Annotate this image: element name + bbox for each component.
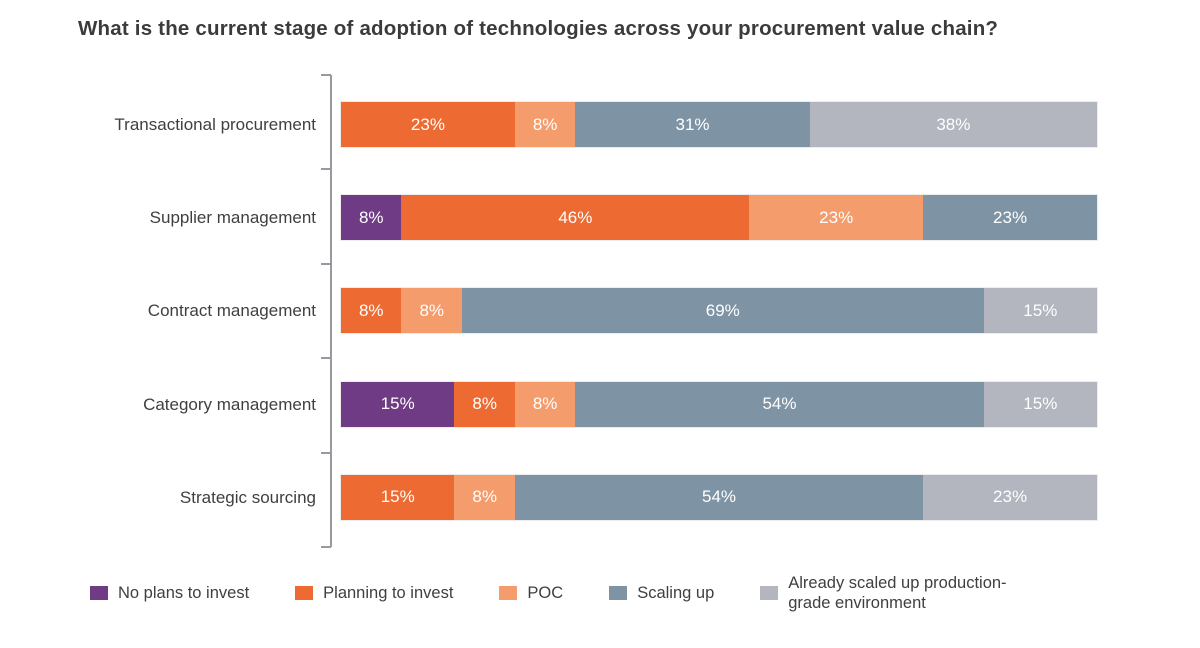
stacked-bar: 23% 8% 31% 38% [340, 101, 1098, 148]
stacked-bar: 15% 8% 54% 23% [340, 473, 1098, 521]
stacked-bar: 8% 46% 23% 23% [340, 194, 1098, 242]
bar-segment-value: 46% [558, 207, 593, 227]
stacked-bar: 15% 8% 8% 54% 15% [340, 380, 1098, 428]
axis-tick [321, 262, 331, 265]
legend-item: Scaling up [609, 583, 714, 603]
axis-tick [321, 74, 331, 76]
category-label: Strategic sourcing [179, 487, 316, 507]
bar-segment: 8% [514, 102, 576, 147]
legend-item: Planning to invest [295, 583, 453, 603]
axis-tick [321, 451, 331, 454]
legend-item: No plans to invest [90, 583, 249, 603]
legend-swatch [499, 586, 518, 600]
legend-item: POC [499, 583, 563, 603]
bar-segment: 15% [341, 381, 455, 427]
legend-swatch [90, 586, 108, 600]
bar-segment: 54% [575, 381, 984, 427]
chart-row: Supplier management 8% 46% 23% 23% [0, 194, 1200, 242]
bar-segment: 23% [749, 195, 924, 241]
bar-segment: 69% [461, 288, 984, 334]
bar-segment-value: 15% [380, 394, 415, 414]
chart-row: Strategic sourcing 15% 8% 54% 23% [0, 473, 1200, 521]
bar-segment-value: 8% [532, 394, 558, 414]
bar-segment-value: 15% [1023, 394, 1058, 414]
bar-segment: 8% [341, 195, 402, 241]
stacked-bar: 8% 8% 69% 15% [340, 287, 1098, 335]
bar-segment: 8% [514, 381, 576, 427]
bar-segment: 8% [454, 474, 515, 520]
bar-segment-value: 8% [358, 207, 384, 227]
category-label: Transactional procurement [114, 115, 316, 134]
bar-segment: 8% [401, 288, 462, 334]
bar-segment-value: 8% [472, 487, 497, 507]
bar-segment: 31% [575, 102, 810, 147]
bar-segment: 54% [514, 474, 924, 520]
bar-segment: 23% [341, 102, 515, 147]
legend-item: Already scaled up production-grade envir… [760, 573, 1038, 613]
legend-label: Scaling up [637, 583, 715, 602]
legend-label: Planning to invest [323, 583, 454, 602]
bar-segment-value: 69% [705, 300, 740, 320]
bar-segment-value: 8% [532, 114, 558, 134]
bar-segment: 38% [809, 102, 1097, 147]
legend: No plans to invest Planning to invest POC S… [90, 563, 1038, 623]
axis-tick [321, 546, 331, 548]
bar-segment-value: 15% [380, 487, 415, 507]
bar-segment-value: 38% [936, 114, 971, 134]
bar-segment: 23% [923, 195, 1097, 241]
bar-segment: 23% [923, 474, 1097, 520]
bar-segment-value: 23% [993, 487, 1028, 507]
y-axis-line [330, 75, 332, 547]
bar-segment: 8% [454, 381, 515, 427]
bar-segment: 15% [983, 288, 1098, 334]
legend-label: POC [527, 583, 564, 602]
bar-segment-value: 8% [419, 300, 445, 320]
chart-row: Category management 15% 8% 8% 54% 15% [0, 380, 1200, 428]
bar-segment-value: 54% [762, 394, 797, 414]
legend-swatch [295, 586, 314, 600]
bar-segment-value: 31% [675, 114, 710, 134]
bar-segment-value: 54% [701, 487, 737, 507]
category-label: Supplier management [149, 208, 316, 228]
category-label: Category management [143, 394, 316, 414]
bar-segment: 15% [983, 381, 1098, 427]
legend-label: Already scaled up production-grade envir… [788, 573, 1007, 612]
bar-segment-value: 8% [472, 394, 497, 414]
bar-segment-value: 23% [410, 114, 445, 134]
bar-segment-value: 23% [993, 207, 1028, 227]
legend-label: No plans to invest [118, 583, 250, 602]
category-label: Contract management [147, 301, 316, 321]
bar-segment: 46% [401, 195, 750, 241]
bar-segment-value: 23% [819, 207, 854, 227]
bar-segment: 8% [341, 288, 402, 334]
legend-swatch [760, 586, 779, 600]
axis-tick [321, 357, 331, 360]
axis-tick [321, 168, 331, 171]
bar-segment-value: 8% [358, 300, 384, 320]
bar-segment-value: 15% [1023, 300, 1058, 320]
legend-swatch [609, 586, 628, 600]
chart-title: What is the current stage of adoption of… [78, 17, 999, 40]
bar-segment: 15% [341, 474, 455, 520]
chart-row: Contract management 8% 8% 69% 15% [0, 287, 1200, 335]
chart-row: Transactional procurement 23% 8% 31% 38% [0, 101, 1200, 148]
